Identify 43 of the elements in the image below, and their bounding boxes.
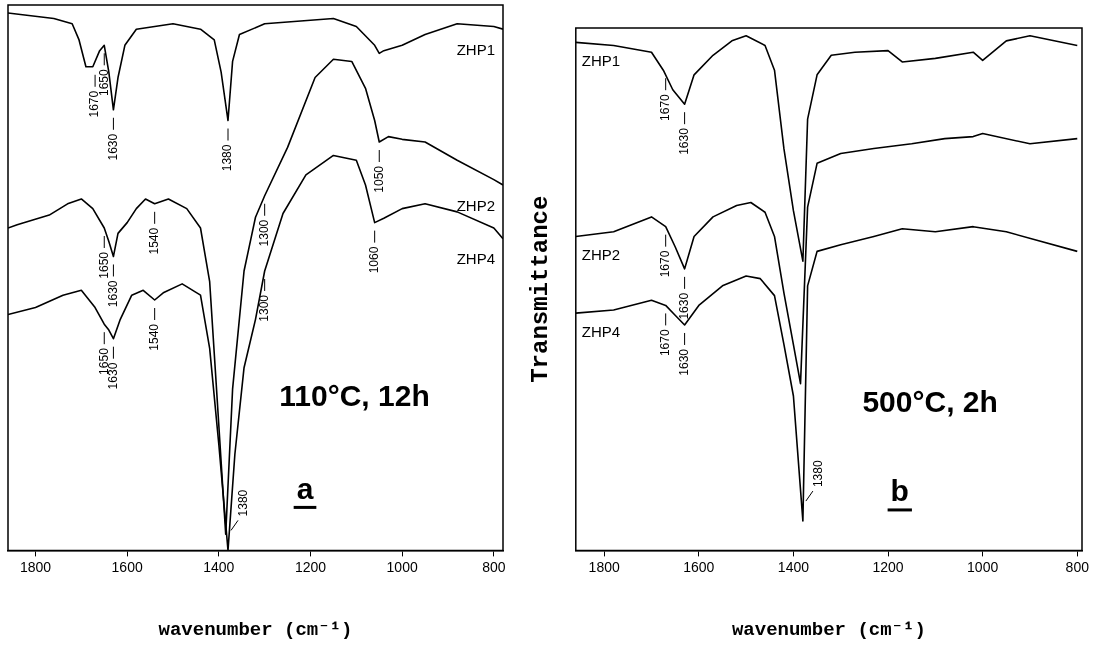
x-axis-title: wavenumber (cm⁻¹) <box>158 619 353 642</box>
annotation: 1630 <box>105 280 120 308</box>
annotation: 1650 <box>96 251 111 279</box>
annotation: 1630 <box>105 133 120 161</box>
x-axis-title: wavenumber (cm⁻¹) <box>731 619 926 642</box>
annotation: 1060 <box>366 246 381 274</box>
annotation: 1540 <box>146 323 161 351</box>
annotation: 1540 <box>146 227 161 255</box>
annotation: 1380 <box>811 460 826 488</box>
x-tick-label: 1600 <box>111 558 143 575</box>
annotation: 1630 <box>676 348 691 376</box>
annotation: a <box>296 471 314 505</box>
x-tick-label: 1200 <box>294 558 327 575</box>
annotation: 1300 <box>256 294 271 322</box>
x-tick-label: 1000 <box>967 558 999 575</box>
x-tick-label: 800 <box>482 558 506 575</box>
x-tick-label: 1200 <box>872 558 904 575</box>
annotation: 1630 <box>676 127 691 155</box>
x-tick-label: 1600 <box>683 558 715 575</box>
series-label: ZHP2 <box>456 196 495 214</box>
series-label: ZHP1 <box>581 52 621 70</box>
series-label: ZHP4 <box>581 322 621 340</box>
series-label: ZHP2 <box>581 246 621 264</box>
annotation: 1050 <box>371 165 386 193</box>
annotation: 1380 <box>220 144 235 172</box>
x-tick-label: 1400 <box>203 558 235 575</box>
x-tick-label: 1400 <box>777 558 810 575</box>
x-tick-label: 1800 <box>19 558 52 575</box>
y-axis-title: Transmittance <box>527 195 555 383</box>
series-label: ZHP4 <box>456 250 495 268</box>
x-tick-label: 800 <box>1065 558 1090 575</box>
annotation: 1670 <box>658 329 672 357</box>
annotation: 1670 <box>658 250 672 278</box>
annotation: 1380 <box>236 489 251 517</box>
series-label: ZHP1 <box>456 40 495 58</box>
x-tick-label: 1000 <box>386 558 418 575</box>
annotation: 110°C, 12h <box>279 378 430 412</box>
annotation: 1300 <box>256 219 271 247</box>
annotation: 1670 <box>658 93 672 121</box>
annotation: b <box>890 474 909 508</box>
x-tick-label: 1800 <box>588 558 620 575</box>
annotation: 500°C, 2h <box>862 385 998 419</box>
annotation: 1630 <box>676 292 691 320</box>
